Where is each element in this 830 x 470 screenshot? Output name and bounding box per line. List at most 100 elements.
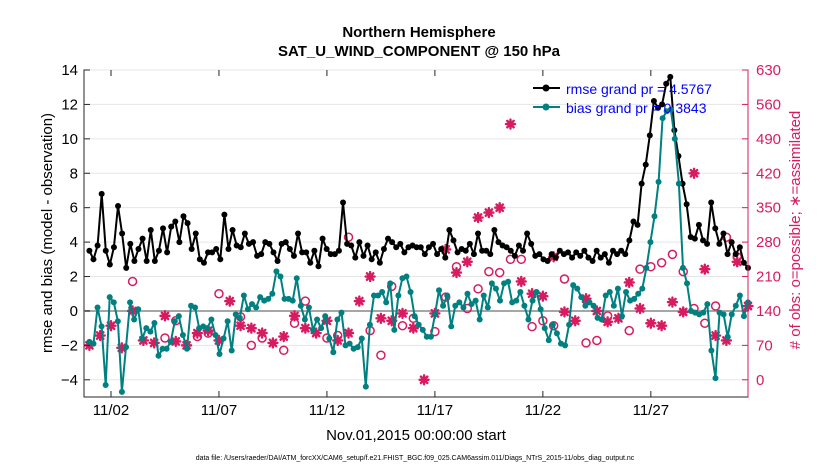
bias-point [383, 299, 390, 306]
asterisk-glyph [407, 322, 420, 334]
asterisk-glyph [655, 319, 668, 332]
rmse-point [565, 249, 572, 256]
nobs-assimilated-point [634, 302, 646, 315]
nobs-assimilated-point [267, 337, 279, 349]
rmse-point [700, 237, 707, 244]
y-right-tick-label: 420 [756, 165, 781, 182]
nobs-assimilated-point [148, 337, 160, 349]
asterisk-glyph [645, 317, 657, 329]
asterisk-glyph [224, 295, 236, 307]
nobs-possible-point [624, 325, 634, 336]
nobs-assimilated-point [353, 295, 366, 307]
bias-point [606, 289, 613, 296]
bias-point [318, 325, 325, 332]
nobs-assimilated-point [288, 310, 301, 322]
rmse-point [270, 249, 277, 256]
rmse-point [389, 239, 396, 246]
y-right-tick-label: 630 [756, 62, 781, 79]
nobs-assimilated-point [332, 334, 344, 347]
asterisk-glyph [634, 302, 646, 315]
nobs-assimilated-point [515, 275, 527, 288]
nobs-assimilated-point [386, 315, 398, 327]
bias-point [301, 316, 308, 323]
bias-point [566, 321, 573, 328]
y-axis-right-ticks: 0 70 140 210 280 350 420 490 560 630 [742, 62, 781, 397]
bias-point [488, 280, 495, 287]
rmse-point [106, 261, 113, 268]
rmse-point [102, 247, 109, 254]
bias-point [448, 323, 455, 330]
bias-point [322, 313, 329, 320]
bias-point [549, 321, 556, 328]
rmse-point [446, 227, 453, 234]
nobs-possible-point [376, 350, 386, 360]
rmse-point [311, 247, 318, 254]
rmse-point [172, 218, 179, 225]
asterisk-glyph [375, 312, 387, 325]
bias-point [192, 304, 199, 311]
bias-point [647, 239, 654, 246]
rmse-point [524, 230, 531, 237]
rmse-point [356, 239, 363, 246]
rmse-point [552, 254, 559, 261]
rmse-point [646, 132, 653, 139]
asterisk-glyph [493, 201, 506, 214]
rmse-point [425, 244, 432, 251]
bias-point [525, 316, 532, 323]
nobs-possible-point [592, 335, 602, 346]
rmse-point [528, 240, 535, 247]
rmse-point [348, 242, 355, 249]
rmse-point [266, 240, 273, 247]
bias-point [521, 302, 528, 309]
rmse-point [610, 247, 617, 254]
nobs-assimilated-point [612, 312, 625, 325]
bias-point [139, 335, 146, 342]
y-tick-label: 8 [70, 165, 78, 182]
bias-point [545, 337, 552, 344]
legend: rmse grand pr = 4.5767 bias grand pr = 0… [533, 81, 712, 116]
y-right-tick-label: 0 [756, 372, 764, 389]
bias-point [533, 289, 540, 296]
asterisk-glyph [386, 315, 398, 327]
bias-point [614, 285, 621, 292]
rmse-point [151, 258, 158, 265]
rmse-point [589, 258, 596, 265]
bias-point [249, 301, 256, 308]
y-tick-label: −2 [61, 337, 78, 354]
bias-point [366, 321, 373, 328]
asterisk-glyph [396, 307, 409, 320]
rmse-point [544, 258, 551, 265]
rmse-point [372, 249, 379, 256]
nobs-assimilated-point [688, 167, 700, 179]
nobs-assimilated-point [580, 292, 592, 305]
bias-point [407, 289, 414, 296]
nobs-assimilated-point [224, 295, 236, 307]
bias-point [497, 297, 504, 304]
y-tick-label: 2 [70, 269, 78, 286]
y-tick-label: 10 [61, 131, 78, 148]
nobs-possible-point [246, 340, 257, 351]
bias-point [505, 278, 512, 285]
rmse-point [434, 251, 441, 258]
asterisk-glyph [116, 342, 128, 354]
bias-point [537, 306, 544, 313]
rmse-point [642, 161, 649, 168]
chart-title-line2: SAT_U_WIND_COMPONENT @ 150 hPa [278, 43, 561, 60]
asterisk-glyph [699, 263, 711, 275]
rmse-point [626, 237, 633, 244]
rmse-point [417, 244, 424, 251]
asterisk-glyph [731, 256, 743, 268]
bias-point [659, 115, 666, 122]
bias-point [118, 388, 125, 395]
rmse-point [176, 239, 183, 246]
rmse-point [601, 251, 608, 258]
rmse-point [131, 258, 138, 265]
nobs-possible-point [127, 276, 138, 287]
asterisk-glyph [299, 322, 312, 334]
rmse-point [164, 249, 171, 256]
bias-point [724, 333, 731, 340]
rmse-point [168, 223, 175, 230]
nobs-assimilated-point [94, 329, 106, 342]
nobs-possible-point [581, 338, 591, 348]
